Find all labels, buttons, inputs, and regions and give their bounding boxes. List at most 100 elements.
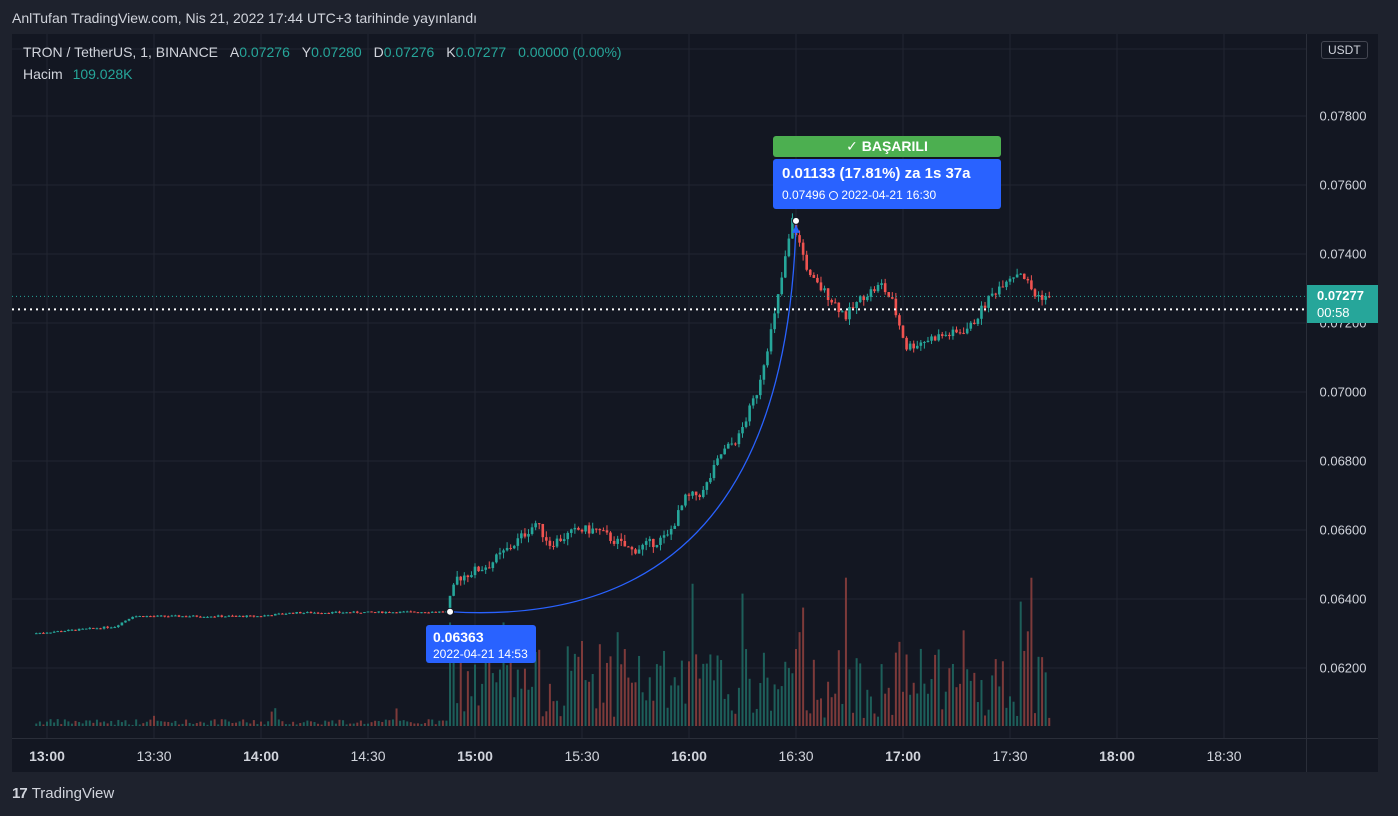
candle-body bbox=[751, 398, 755, 406]
candle-body bbox=[473, 566, 477, 576]
volume-bar bbox=[299, 723, 302, 726]
candle-body bbox=[812, 275, 816, 278]
candle-body bbox=[316, 612, 320, 614]
volume-bar bbox=[588, 681, 591, 726]
status-badge: ✓ BAŞARILI bbox=[773, 136, 1001, 157]
price-chart-svg[interactable] bbox=[12, 34, 1306, 738]
candle-body bbox=[987, 295, 990, 308]
volume-bar bbox=[42, 724, 45, 726]
candle-body bbox=[295, 612, 298, 614]
time-tick-label: 14:00 bbox=[243, 748, 279, 764]
volume-bar bbox=[249, 723, 252, 726]
candle-body bbox=[249, 615, 252, 617]
price-tick-label: 0.07400 bbox=[1319, 246, 1367, 262]
volume-bar bbox=[866, 689, 869, 726]
volume-bar bbox=[912, 682, 915, 726]
volume-bar bbox=[787, 667, 790, 726]
candle-body bbox=[1019, 273, 1022, 275]
candle-body bbox=[719, 454, 723, 459]
candle-body bbox=[787, 238, 791, 257]
volume-bar bbox=[1044, 672, 1047, 726]
volume-bar bbox=[92, 722, 95, 726]
candle-body bbox=[102, 626, 106, 629]
clock-icon bbox=[829, 191, 839, 200]
candle-body bbox=[416, 612, 420, 614]
volume-bar bbox=[53, 722, 56, 726]
volume-bar bbox=[548, 683, 551, 726]
volume-bar bbox=[552, 701, 555, 726]
price-scale[interactable]: USDT 0.078000.076000.074000.072000.07000… bbox=[1306, 34, 1378, 738]
volume-bar bbox=[984, 715, 987, 726]
candle-body bbox=[969, 322, 973, 329]
candle-body bbox=[691, 491, 694, 496]
symbol-name[interactable]: TRON / TetherUS, 1, BINANCE bbox=[23, 44, 219, 60]
candle-body bbox=[830, 299, 833, 303]
candle-body bbox=[298, 612, 302, 614]
volume-bar bbox=[684, 703, 687, 726]
currency-unit-button[interactable]: USDT bbox=[1321, 41, 1368, 59]
candle-body bbox=[42, 632, 45, 634]
candle-body bbox=[1037, 294, 1040, 297]
candle-body bbox=[837, 302, 841, 312]
volume-bar bbox=[812, 659, 815, 726]
last-price: 0.07277 bbox=[1317, 288, 1364, 304]
candle-body bbox=[277, 613, 281, 615]
volume-bar bbox=[556, 700, 559, 726]
candle-body bbox=[120, 622, 124, 626]
candle-body bbox=[759, 379, 762, 396]
candle-body bbox=[573, 527, 577, 530]
volume-bar bbox=[374, 720, 377, 726]
volume-bar bbox=[502, 622, 505, 726]
volume-bar bbox=[167, 721, 170, 726]
start-point-label: 0.06363 2022-04-21 14:53 bbox=[426, 625, 536, 663]
volume-bar bbox=[930, 679, 933, 726]
candle-body bbox=[423, 612, 427, 614]
candle-body bbox=[962, 332, 965, 334]
volume-bar bbox=[809, 713, 812, 726]
time-tick-label: 16:30 bbox=[778, 748, 814, 764]
volume-bar bbox=[99, 722, 102, 726]
volume-bar bbox=[688, 661, 690, 726]
candle-body bbox=[227, 615, 231, 617]
candle-body bbox=[338, 611, 341, 613]
volume-bar bbox=[641, 692, 644, 726]
volume-bar bbox=[427, 719, 430, 726]
volume-bar bbox=[363, 723, 366, 726]
volume-bar bbox=[898, 641, 901, 726]
candle-body bbox=[876, 285, 880, 292]
volume-bar bbox=[869, 696, 872, 726]
volume-bar bbox=[663, 650, 666, 726]
candle-body bbox=[609, 532, 612, 541]
candle-body bbox=[1047, 296, 1051, 298]
volume-bar bbox=[509, 657, 512, 726]
chart-area[interactable]: TRON / TetherUS, 1, BINANCE A0.07276 Y0.… bbox=[12, 34, 1306, 738]
volume-bar bbox=[181, 723, 184, 726]
candle-body bbox=[134, 616, 138, 618]
open-value: 0.07276 bbox=[239, 44, 290, 60]
candle-body bbox=[980, 305, 983, 319]
volume-bar bbox=[135, 719, 138, 726]
volume-bar bbox=[370, 722, 373, 726]
tradingview-brand[interactable]: 17 TradingView bbox=[12, 785, 114, 802]
candle-body bbox=[113, 627, 117, 629]
volume-bar bbox=[737, 687, 740, 726]
candle-body bbox=[591, 528, 594, 534]
volume-bar bbox=[474, 664, 476, 726]
candle-body bbox=[409, 611, 413, 613]
high-label: Y bbox=[301, 44, 312, 60]
candle-body bbox=[744, 421, 748, 427]
high-value: 0.07280 bbox=[311, 44, 362, 60]
candle-body bbox=[844, 311, 848, 320]
candle-body bbox=[737, 433, 741, 445]
candle-body bbox=[955, 329, 958, 333]
volume-bar bbox=[852, 712, 855, 726]
candle-body bbox=[234, 615, 238, 617]
time-scale[interactable]: 13:00 13:30 14:00 14:30 15:00 15:30 16:00 16:30… bbox=[12, 738, 1306, 772]
volume-bar bbox=[859, 663, 862, 726]
target-time: 2022-04-21 16:30 bbox=[841, 188, 937, 202]
volume-bar bbox=[994, 659, 997, 726]
volume-bar bbox=[456, 703, 459, 726]
volume-bar bbox=[1001, 661, 1004, 726]
candle-body bbox=[109, 627, 113, 629]
candle-body bbox=[680, 505, 684, 511]
